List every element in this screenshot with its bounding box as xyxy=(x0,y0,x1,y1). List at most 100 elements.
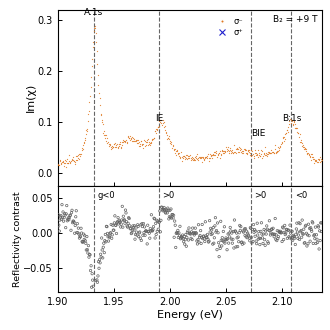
Point xyxy=(282,223,287,228)
Point xyxy=(296,135,302,140)
Point xyxy=(154,217,159,223)
Point xyxy=(62,213,68,218)
Point xyxy=(181,153,186,159)
Point xyxy=(297,237,302,242)
Point xyxy=(309,155,314,160)
Point xyxy=(285,124,290,130)
Point xyxy=(181,153,186,158)
Point xyxy=(123,210,129,215)
Point xyxy=(122,220,128,226)
Point xyxy=(114,146,119,151)
Point xyxy=(57,161,62,166)
Point xyxy=(126,134,132,139)
Point xyxy=(216,240,221,245)
Point xyxy=(125,134,131,140)
Point xyxy=(167,137,172,142)
Point xyxy=(162,208,167,213)
Point xyxy=(193,225,198,231)
Point xyxy=(245,151,250,156)
Point xyxy=(257,152,262,157)
Point xyxy=(306,221,311,227)
Point xyxy=(273,145,279,150)
Point xyxy=(212,223,217,228)
Point xyxy=(223,237,228,242)
Point xyxy=(274,238,280,243)
Point xyxy=(144,228,149,234)
Point xyxy=(262,237,267,242)
Point xyxy=(82,233,87,238)
Point xyxy=(153,124,159,129)
Point xyxy=(192,154,197,159)
Point xyxy=(281,134,286,140)
Point xyxy=(311,233,316,238)
Point xyxy=(121,140,126,145)
Point xyxy=(141,138,147,143)
Point xyxy=(59,161,64,166)
Point xyxy=(287,235,292,241)
Point xyxy=(126,216,132,221)
Point xyxy=(245,235,250,240)
Point xyxy=(177,150,182,155)
Point xyxy=(64,203,69,208)
Point xyxy=(311,152,316,158)
Point xyxy=(59,157,65,163)
Point xyxy=(314,232,319,237)
Point xyxy=(73,153,78,158)
Point xyxy=(313,157,318,162)
Point xyxy=(132,237,138,242)
Point xyxy=(69,208,75,213)
Point xyxy=(308,156,313,161)
Point xyxy=(310,156,315,161)
Point xyxy=(209,232,214,237)
Point xyxy=(147,142,152,147)
Point xyxy=(289,117,295,123)
Point xyxy=(81,137,86,142)
Point xyxy=(81,139,86,145)
Point xyxy=(86,92,91,97)
Point xyxy=(294,226,299,232)
Point xyxy=(128,136,133,141)
Point xyxy=(222,148,228,153)
Point xyxy=(265,152,270,157)
Point xyxy=(58,214,63,219)
Point xyxy=(190,155,196,161)
Point xyxy=(285,127,290,133)
Point xyxy=(115,145,121,150)
Point xyxy=(212,235,217,241)
Point xyxy=(237,147,243,152)
Point xyxy=(163,211,168,216)
Point xyxy=(295,129,300,135)
Point xyxy=(252,152,258,158)
Point xyxy=(101,241,106,246)
Point xyxy=(249,240,254,246)
Point xyxy=(284,227,289,232)
Point xyxy=(121,137,126,142)
Point xyxy=(307,226,312,231)
Point xyxy=(203,152,209,157)
Point xyxy=(57,160,62,165)
Point xyxy=(155,124,160,130)
Point xyxy=(89,31,94,36)
Point xyxy=(199,160,204,165)
Point xyxy=(181,154,186,160)
Point xyxy=(56,162,61,168)
Point xyxy=(137,229,142,235)
Point xyxy=(287,116,293,122)
Point xyxy=(233,244,239,249)
Point xyxy=(268,151,274,156)
Point xyxy=(69,210,74,215)
Point xyxy=(157,119,162,124)
Point xyxy=(146,229,151,234)
Point xyxy=(188,157,193,162)
Point xyxy=(112,145,117,150)
Point xyxy=(269,148,274,153)
Point xyxy=(256,151,261,157)
Point xyxy=(294,126,299,131)
Point xyxy=(204,154,210,159)
Point xyxy=(152,131,157,137)
Point xyxy=(298,139,303,144)
Point xyxy=(281,129,287,135)
Point xyxy=(235,146,240,151)
Point xyxy=(310,158,315,164)
Point xyxy=(282,129,288,134)
